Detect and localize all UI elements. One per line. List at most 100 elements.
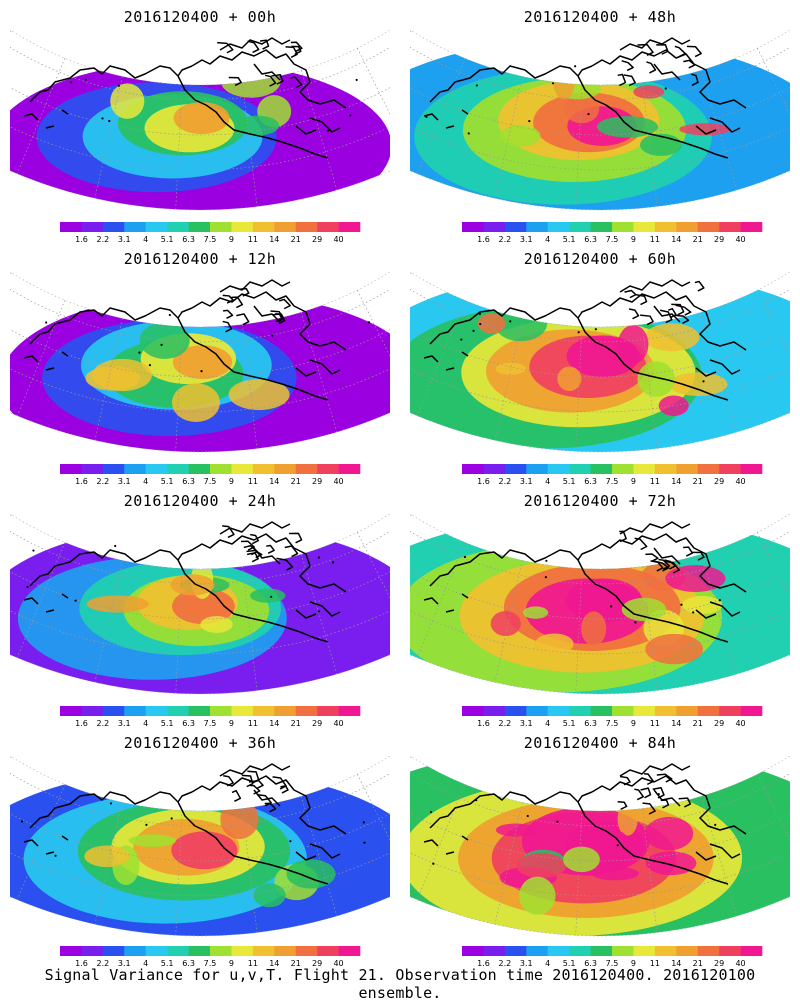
colorbar-tick-label: 1.6 [477, 719, 490, 728]
colorbar-swatch [569, 222, 591, 232]
colorbar-tick-label: 3.1 [118, 959, 131, 968]
colorbar-tick-label: 1.6 [477, 235, 490, 244]
colorbar-tick-label: 6.3 [182, 959, 195, 968]
colorbar-tick-label: 40 [735, 477, 745, 486]
colorbar-tick-label: 6.3 [182, 477, 195, 486]
colorbar-swatch [124, 222, 147, 232]
colorbar-tick-label: 11 [650, 477, 660, 486]
map-boundary [10, 30, 390, 211]
colorbar-swatch [317, 946, 339, 956]
colorbar-tick-label: 1.6 [75, 959, 88, 968]
colorbar-swatch [462, 464, 484, 474]
graticule [10, 514, 390, 694]
colorbar-swatch [81, 946, 104, 956]
colorbar-swatch [102, 222, 125, 232]
colorbar-tick-label: 2.2 [498, 235, 511, 244]
colorbar-swatch [338, 464, 361, 474]
colorbar-swatch [252, 464, 275, 474]
graticule [10, 272, 390, 452]
colorbar-tick-label: 4 [143, 959, 148, 968]
colorbar-tick-label: 21 [693, 719, 703, 728]
colorbar-tick-label: 7.5 [606, 477, 619, 486]
signal-variance-field [10, 514, 390, 694]
colorbar-tick-label: 4 [143, 477, 148, 486]
colorbar-tick-label: 5.1 [161, 719, 174, 728]
panel-title-60h: 2016120400 + 60h [523, 250, 677, 268]
colorbar-tick-label: 29 [312, 719, 322, 728]
colorbar-swatch [740, 222, 763, 232]
colorbar-swatch [612, 222, 634, 232]
colorbar-swatch [483, 464, 506, 474]
map-boundary [10, 272, 390, 453]
colorbar-60h: 1.6 2.2 3.1 4 5.1 6.3 7.5 9 11 14 21 29 40 [462, 464, 763, 486]
colorbar-swatch [81, 222, 104, 232]
colorbar-12h: 1.6 2.2 3.1 4 5.1 6.3 7.5 9 11 14 21 29 40 [60, 464, 361, 486]
colorbar-swatch [697, 222, 720, 232]
signal-variance-field [410, 756, 790, 936]
colorbar-tick-label: 40 [333, 959, 343, 968]
colorbar-84h: 1.6 2.2 3.1 4 5.1 6.3 7.5 9 11 14 21 29 40 [462, 946, 763, 968]
colorbar-tick-label: 9 [631, 477, 636, 486]
colorbar-tick-label: 3.1 [118, 719, 131, 728]
graticule [410, 272, 790, 452]
colorbar-tick-label: 14 [269, 719, 279, 728]
colorbar-swatch [102, 464, 125, 474]
colorbar-tick-label: 5.1 [161, 959, 174, 968]
colorbar-swatch [295, 706, 318, 716]
colorbar-swatch [167, 706, 189, 716]
colorbar-tick-label: 5.1 [563, 959, 576, 968]
colorbar-tick-label: 1.6 [75, 719, 88, 728]
colorbar-tick-label: 11 [248, 235, 258, 244]
colorbar-tick-label: 21 [693, 477, 703, 486]
colorbar-swatch [740, 706, 763, 716]
coastline [423, 279, 747, 401]
colorbar-swatch [295, 946, 318, 956]
colorbar-swatch [231, 946, 254, 956]
map-boundary [10, 756, 390, 937]
colorbar-tick-label: 9 [229, 477, 234, 486]
panel-title-00h: 2016120400 + 00h [123, 8, 277, 26]
colorbar-swatch [252, 222, 275, 232]
colorbar-tick-label: 4 [545, 719, 550, 728]
colorbar-swatch [274, 946, 297, 956]
colorbar-swatch [526, 464, 549, 474]
colorbar-tick-label: 4 [143, 235, 148, 244]
colorbar-swatch [547, 464, 570, 474]
colorbar-tick-label: 2.2 [498, 959, 511, 968]
colorbar-swatch [231, 222, 254, 232]
colorbar-tick-label: 40 [735, 235, 745, 244]
colorbar-swatch [547, 946, 570, 956]
colorbar-swatch [504, 706, 527, 716]
map-panel-24h [10, 514, 390, 695]
colorbar-swatch [483, 222, 506, 232]
colorbar-tick-label: 9 [631, 235, 636, 244]
colorbar-tick-label: 6.3 [584, 477, 597, 486]
graticule [410, 514, 790, 694]
colorbar-tick-label: 14 [269, 959, 279, 968]
colorbar-swatch [676, 464, 699, 474]
colorbar-swatch [654, 706, 677, 716]
colorbar-swatch [719, 946, 741, 956]
colorbar-swatch [145, 222, 168, 232]
colorbar-swatch [167, 946, 189, 956]
colorbar-swatch [252, 706, 275, 716]
signal-variance-field [410, 514, 790, 694]
colorbar-swatch [317, 464, 339, 474]
colorbar-tick-label: 9 [631, 959, 636, 968]
colorbar-tick-label: 21 [291, 235, 301, 244]
coastline [23, 279, 347, 401]
map-boundary [410, 272, 790, 453]
figure-caption: Signal Variance for u,v,T. Flight 21. Ob… [44, 966, 756, 1002]
colorbar-swatch [719, 222, 741, 232]
colorbar-swatch [81, 706, 104, 716]
colorbar-tick-label: 11 [650, 719, 660, 728]
colorbar-36h: 1.6 2.2 3.1 4 5.1 6.3 7.5 9 11 14 21 29 40 [60, 946, 361, 968]
colorbar-swatch [60, 946, 82, 956]
signal-variance-field [10, 30, 390, 210]
colorbar-tick-label: 5.1 [161, 477, 174, 486]
colorbar-swatch [590, 464, 613, 474]
signal-variance-field [10, 756, 390, 936]
coastline [423, 521, 747, 643]
colorbar-tick-label: 2.2 [96, 719, 109, 728]
colorbar-swatch [231, 464, 254, 474]
